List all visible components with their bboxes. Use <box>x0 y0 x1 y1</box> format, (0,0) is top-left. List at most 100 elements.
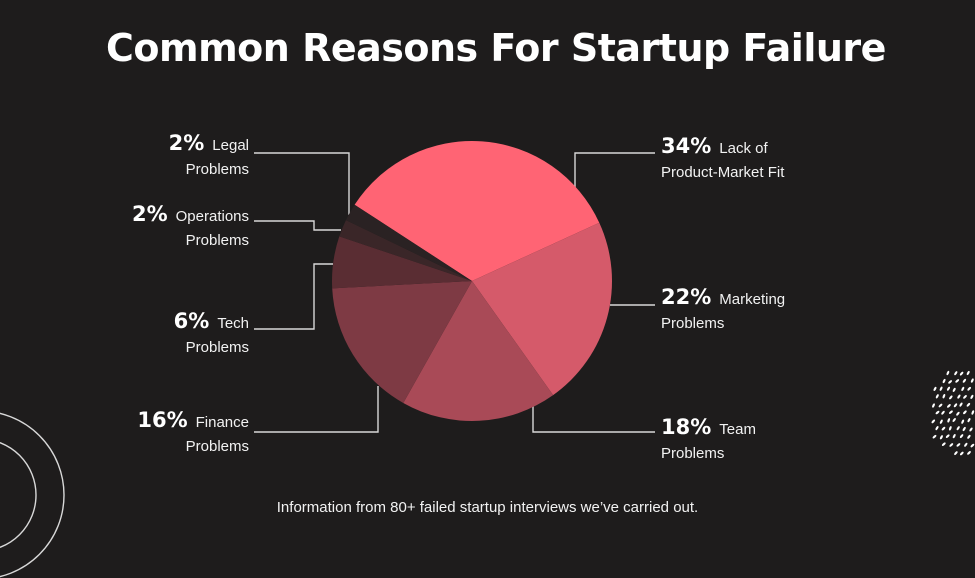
slice-label-line2: Problems <box>185 161 249 178</box>
decorative-dot <box>959 371 964 376</box>
decorative-dot <box>932 403 935 408</box>
slice-percent: 2% <box>168 131 205 155</box>
decorative-dot <box>956 411 960 416</box>
decorative-dot <box>931 419 936 424</box>
slice-percent: 18% <box>661 415 712 439</box>
decorative-ring-outer <box>0 412 65 578</box>
decorative-dot <box>949 410 953 414</box>
decorative-dot <box>961 386 965 392</box>
decorative-dot <box>970 443 975 448</box>
decorative-dot <box>970 394 974 399</box>
decorative-dot <box>933 386 937 392</box>
decorative-dot <box>954 371 958 376</box>
leader-line <box>532 405 655 433</box>
decorative-dot <box>939 386 943 391</box>
decorative-dot <box>947 418 951 423</box>
decorative-dot <box>959 434 964 439</box>
label-tech-problems: 6% Tech Problems <box>0 309 249 360</box>
label-operations-problems: 2% Operations Problems <box>0 202 249 253</box>
pie-slice-team <box>403 281 554 422</box>
decorative-dot <box>956 443 961 447</box>
decorative-dot <box>953 403 958 408</box>
slice-label-line2: Problems <box>661 315 725 332</box>
slice-label-line2: Problems <box>185 438 249 455</box>
leader-line <box>254 386 379 433</box>
slice-label: Operations <box>175 208 249 225</box>
slice-percent: 22% <box>661 285 712 309</box>
slice-percent: 16% <box>137 408 188 432</box>
decorative-dot <box>949 395 953 400</box>
decorative-dot <box>956 426 960 431</box>
decorative-dot <box>962 426 966 432</box>
label-finance-problems: 16% Finance Problems <box>0 408 249 459</box>
decorative-dot <box>952 418 956 422</box>
decorative-dot <box>954 451 958 455</box>
decorative-dot <box>967 386 971 391</box>
decorative-dot <box>935 426 939 431</box>
leader-line <box>254 220 341 231</box>
pie-slice-operations <box>339 220 472 281</box>
decorative-dot <box>947 404 951 408</box>
slice-label: Tech <box>217 315 249 332</box>
leader-line <box>254 263 333 330</box>
decorative-dot <box>960 451 964 456</box>
decorative-dot <box>963 410 967 415</box>
decorative-dot <box>932 434 937 439</box>
decorative-dot <box>952 433 956 439</box>
decorative-dot <box>971 410 975 415</box>
decorative-dot <box>967 434 971 439</box>
pie-slice-finance <box>332 281 472 403</box>
source-footnote: Information from 80+ failed startup inte… <box>276 499 699 516</box>
chart-title: Common Reasons For Startup Failure <box>106 26 886 70</box>
decorative-dot <box>959 402 963 407</box>
label-legal-problems: 2% Legal Problems <box>0 131 249 182</box>
pie-slice-tech <box>331 236 472 289</box>
decorative-dot <box>941 410 945 415</box>
decorative-dot <box>946 386 951 391</box>
slice-label-line2: Product-Market Fit <box>661 164 785 181</box>
decorative-ring-inner <box>0 441 37 549</box>
decorative-dot <box>945 434 950 438</box>
decorative-dot <box>941 442 946 446</box>
slice-label-line2: Problems <box>661 445 725 462</box>
decorative-dot <box>969 427 973 432</box>
slice-percent: 6% <box>173 309 210 333</box>
decorative-dot <box>949 426 952 431</box>
decorative-dot <box>942 394 946 399</box>
decorative-dot <box>967 451 971 455</box>
slice-label: Team <box>719 421 756 438</box>
decorative-dot <box>970 378 974 383</box>
slice-label: Marketing <box>719 291 786 308</box>
pie-slice-marketing <box>472 222 612 396</box>
decorative-dot <box>955 379 960 383</box>
slice-percent: 2% <box>131 202 168 226</box>
slice-label: Finance <box>195 414 249 431</box>
decorative-dot <box>961 419 965 424</box>
decorative-dot <box>935 394 939 399</box>
decorative-dot <box>952 387 956 393</box>
decorative-dot <box>948 380 952 384</box>
decorative-dot <box>939 435 943 440</box>
slice-label: Lack of <box>719 140 768 157</box>
decorative-dot <box>964 442 968 447</box>
decorative-dot <box>957 394 961 399</box>
decorative-dot-pattern <box>931 370 975 456</box>
slice-label-line2: Problems <box>185 232 249 249</box>
decorative-dot <box>935 410 940 415</box>
decorative-dot <box>941 426 946 431</box>
label-marketing-problems: 22% Marketing Problems <box>661 285 921 336</box>
decorative-dot <box>962 378 967 383</box>
slice-label-line2: Problems <box>185 339 249 356</box>
decorative-dot <box>949 443 954 447</box>
pie-slice-lack-of <box>354 141 600 281</box>
decorative-dot <box>946 370 950 376</box>
decorative-dot <box>942 378 946 384</box>
decorative-dot <box>939 419 943 424</box>
decorative-dot <box>967 418 971 423</box>
label-lack-of-product-market-fit: 34% Lack of Product-Market Fit <box>661 134 921 185</box>
label-team-problems: 18% Team Problems <box>661 415 921 466</box>
slice-label: Legal <box>212 137 249 154</box>
decorative-dot <box>966 370 970 376</box>
decorative-dot <box>963 395 967 399</box>
